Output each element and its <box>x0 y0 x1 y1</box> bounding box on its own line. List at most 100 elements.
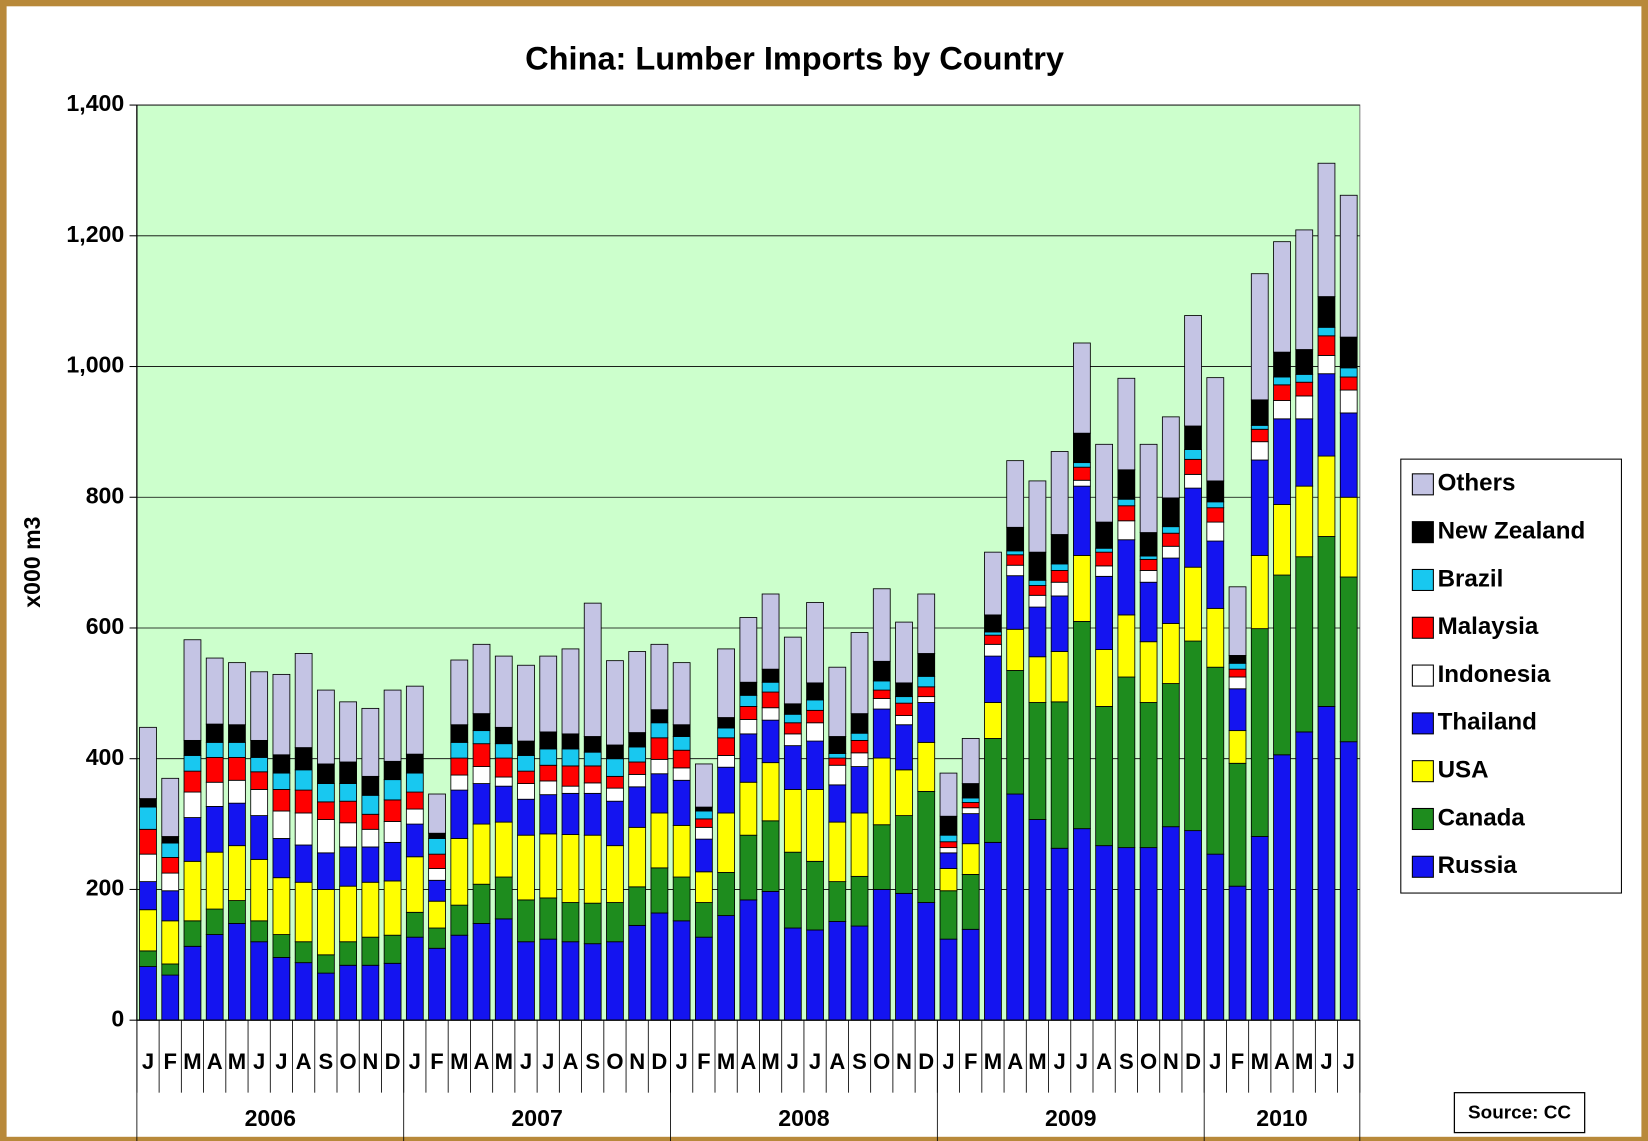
x-tick-label: A <box>1096 1049 1112 1074</box>
bar-segment <box>1161 622 1180 684</box>
bar-segment <box>1250 628 1269 837</box>
bar-segment <box>850 766 869 814</box>
bar-segment <box>1117 377 1136 471</box>
bar-segment <box>561 834 580 903</box>
bar-segment <box>606 758 624 777</box>
bar-segment <box>183 920 202 947</box>
bar-segment <box>1295 349 1314 375</box>
bar-segment <box>739 706 758 720</box>
bar-segment <box>405 911 424 938</box>
bar-segment <box>428 900 446 929</box>
bar-segment <box>1139 532 1158 557</box>
year-label: 2009 <box>1045 1105 1096 1131</box>
y-tick-label: 600 <box>86 613 125 639</box>
bar-segment <box>539 794 558 835</box>
bar-segment <box>650 643 669 711</box>
bar-segment <box>583 943 602 1021</box>
legend-swatch <box>1411 855 1434 878</box>
bar-segment <box>1095 565 1113 577</box>
x-tick-label: N <box>629 1049 645 1074</box>
bar-segment <box>606 787 624 802</box>
bar-segment <box>961 783 980 799</box>
bar-segment <box>1117 614 1136 678</box>
bar-segment <box>628 826 647 888</box>
bar-segment <box>828 881 847 922</box>
bar-segment <box>939 890 958 940</box>
x-tick-label: J <box>542 1049 554 1074</box>
bar-segment <box>183 639 202 741</box>
year-label: 2006 <box>245 1105 297 1131</box>
bar-segment <box>1206 501 1225 509</box>
bar-segment <box>606 941 624 1021</box>
bar-segment <box>183 817 202 862</box>
bar-segment <box>405 936 424 1021</box>
bar-segment <box>339 822 357 848</box>
x-tick-label: N <box>362 1049 378 1074</box>
bar-segment <box>494 876 513 920</box>
bar-segment <box>1073 555 1091 622</box>
bar-segment <box>961 873 980 930</box>
bar-segment <box>761 719 780 764</box>
bar-segment <box>761 593 780 670</box>
bar-segment <box>1250 399 1269 426</box>
bar-segment <box>428 868 446 881</box>
bar-segment <box>739 681 758 696</box>
bar-segment <box>828 753 847 759</box>
bar-segment <box>672 662 691 726</box>
bar-segment <box>1117 847 1136 1021</box>
x-tick-label: N <box>896 1049 912 1074</box>
bar-segment <box>205 851 224 910</box>
bar-segment <box>917 686 936 698</box>
bar-segment <box>361 881 380 938</box>
x-tick-label: S <box>852 1049 867 1074</box>
bar-segment <box>672 920 691 1021</box>
bar-segment <box>317 689 335 765</box>
bar-segment <box>1228 655 1247 664</box>
bar-segment <box>1250 428 1269 443</box>
bar-segment <box>539 780 558 796</box>
y-tick-label: 1,200 <box>66 221 124 247</box>
legend-label: Others <box>1438 470 1516 497</box>
bar-segment <box>339 783 357 802</box>
bar-segment <box>383 760 402 781</box>
bar-segment <box>783 703 802 715</box>
bar-segment <box>1095 845 1113 1021</box>
bar-segment <box>517 740 535 756</box>
bar-segment <box>917 653 936 677</box>
bar-segment <box>472 643 491 715</box>
bar-segment <box>939 815 958 836</box>
bar-segment <box>961 928 980 1021</box>
bar-segment <box>628 746 647 763</box>
bar-segment <box>272 772 291 790</box>
bar-segment <box>1273 754 1291 1021</box>
bar-segment <box>383 880 402 936</box>
bar-segment <box>139 726 157 800</box>
bar-segment <box>1273 504 1291 576</box>
bar-segment <box>1139 702 1158 849</box>
bar-segment <box>294 747 313 771</box>
bar-segment <box>1295 381 1314 397</box>
bar-segment <box>806 699 824 711</box>
bar-segment <box>1006 554 1025 566</box>
bar-segment <box>294 962 313 1021</box>
bar-segment <box>228 802 246 847</box>
bar-segment <box>361 846 380 883</box>
bar-segment <box>739 899 758 1021</box>
bar-segment <box>1295 229 1314 350</box>
bar-segment <box>139 966 157 1021</box>
bar-segment <box>783 851 802 929</box>
bar-segment <box>672 779 691 826</box>
bar-segment <box>494 757 513 778</box>
bar-segment <box>1006 670 1025 795</box>
bar-segment <box>1339 741 1358 1021</box>
bar-segment <box>628 886 647 926</box>
legend-swatch <box>1411 760 1434 783</box>
bar-segment <box>1339 376 1358 391</box>
bar-segment <box>1317 373 1336 457</box>
bar-segment <box>606 800 624 847</box>
bar-segment <box>561 785 580 794</box>
bar-segment <box>1095 551 1113 567</box>
year-label: 2007 <box>511 1105 562 1131</box>
bar-segment <box>1317 296 1336 328</box>
bar-segment <box>606 660 624 746</box>
